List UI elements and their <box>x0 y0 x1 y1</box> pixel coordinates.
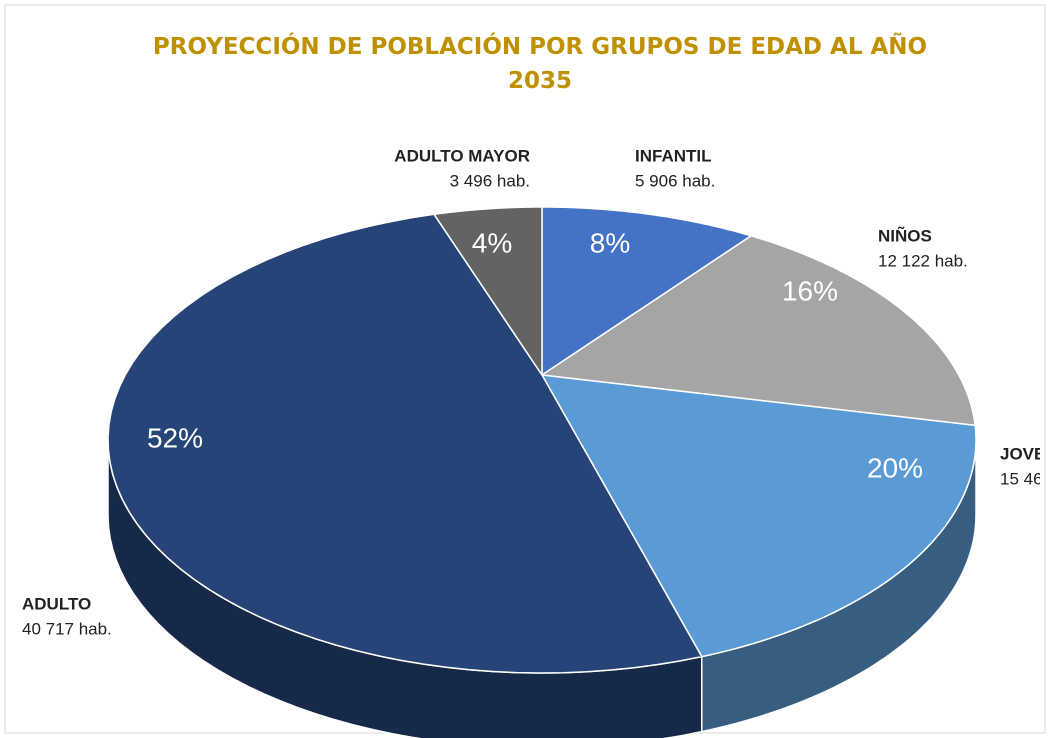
population-label: 5 906 hab. <box>635 171 715 190</box>
category-label: INFANTIL <box>635 146 712 165</box>
population-label: 3 496 hab. <box>450 171 530 190</box>
pie-slice <box>540 374 977 658</box>
category-label: NIÑOS <box>878 225 932 245</box>
pie-slice <box>107 213 703 674</box>
data-label: 20% <box>867 452 923 483</box>
data-label: 8% <box>590 227 630 258</box>
pie-tops <box>107 206 977 674</box>
population-label: 12 122 hab. <box>878 251 968 270</box>
chart-title: PROYECCIÓN DE POBLACIÓN POR GRUPOS DE ED… <box>152 34 928 94</box>
population-label: 15 46 <box>1000 469 1043 488</box>
category-label: ADULTO <box>22 594 91 613</box>
data-label: 52% <box>147 422 203 453</box>
category-label: ADULTO MAYOR <box>394 146 530 165</box>
pie-slice <box>541 206 753 377</box>
title-box: PROYECCIÓN DE POBLACIÓN POR GRUPOS DE ED… <box>152 34 928 94</box>
labels: 8% INFANTIL 5 906 hab. 16% NIÑOS 12 122 hab. 2… <box>22 146 1058 638</box>
pie-slice <box>539 235 977 427</box>
pie-slice <box>432 206 543 378</box>
category-label: JOVEN <box>1000 444 1058 463</box>
data-label: 4% <box>472 227 512 258</box>
data-label: 16% <box>782 275 838 306</box>
population-label: 40 717 hab. <box>22 619 112 638</box>
